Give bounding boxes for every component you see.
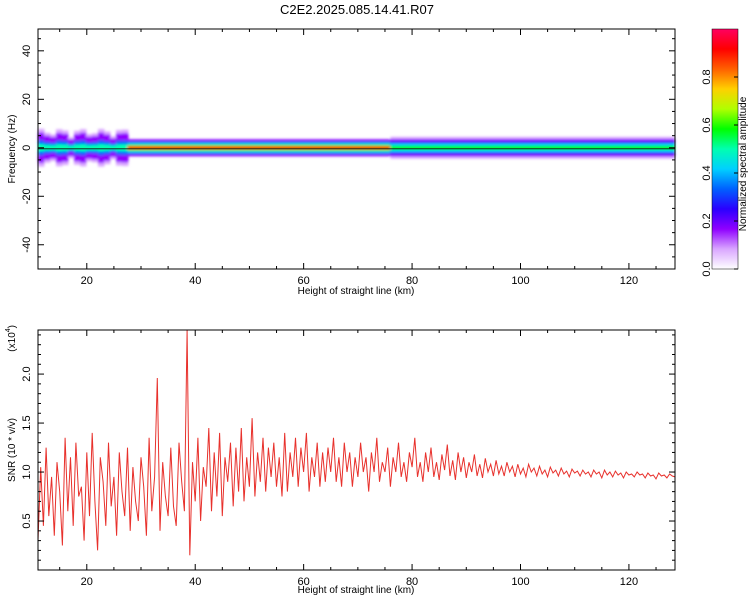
- colorbar-label: Normalized spectral amplitude: [738, 96, 749, 231]
- spectrogram-panel: 20 40 60 80 100 120 -40 -20 0 20 40 Height of str…: [7, 28, 676, 297]
- spectrogram-cell: [104, 144, 111, 152]
- spectrogram-cell: [92, 144, 99, 151]
- spectrogram-cell: [98, 144, 105, 152]
- colorbar: 0.0 0.2 0.4 0.6 0.8 Normalized spectral ampl…: [701, 28, 749, 277]
- spectrogram-frame: [37, 28, 676, 270]
- spectrogram-cell: [44, 144, 51, 151]
- spectrogram-cell: [86, 145, 93, 151]
- colorbar-tick-label: 0.2: [701, 213, 713, 228]
- y-tick-label: 1.0: [21, 464, 33, 479]
- spectrogram-cell: [390, 145, 675, 150]
- snr-multiplier-exponent: 4: [5, 328, 12, 332]
- snr-panel: 20 40 60 80 100 120 0.5 1.0 1.5 2.0 Height of st…: [5, 325, 676, 596]
- snr-y-label: SNR (10 * v/v): [7, 418, 18, 482]
- colorbar-tick-label: 0.8: [701, 69, 713, 84]
- spectrogram-heatmap: [38, 128, 675, 167]
- spectrogram-band: [38, 128, 675, 167]
- spectrogram-cell: [56, 144, 63, 152]
- snr-y-ticks: 0.5 1.0 1.5 2.0: [21, 334, 675, 561]
- spectrogram-cell: [80, 144, 87, 152]
- figure-title: C2E2.2025.085.14.41.R07: [280, 2, 434, 17]
- x-tick-label: 60: [298, 576, 310, 588]
- y-tick-label: -40: [21, 237, 33, 253]
- spectrogram-cell: [74, 144, 81, 152]
- colorbar-tick-label: 0.0: [701, 261, 713, 276]
- x-tick-label: 60: [298, 275, 310, 287]
- x-tick-label: 100: [511, 275, 529, 287]
- y-tick-label: 1.5: [21, 415, 33, 430]
- x-tick-label: 80: [406, 275, 418, 287]
- x-tick-label: 20: [81, 576, 93, 588]
- spectrogram-y-ticks: -40 -20 0 20 40: [21, 38, 675, 270]
- spectrogram-x-ticks: 20 40 60 80 100 120: [59, 29, 657, 287]
- x-tick-label: 40: [189, 576, 201, 588]
- spectrogram-cell: [116, 144, 123, 152]
- colorbar-ticks: 0.0 0.2 0.4 0.6 0.8: [701, 69, 738, 277]
- x-tick-label: 120: [620, 275, 638, 287]
- colorbar-scale: [711, 28, 739, 270]
- y-tick-label: 2.0: [21, 366, 33, 381]
- snr-x-label: Height of straight line (km): [298, 585, 415, 596]
- y-tick-label: 0.5: [21, 513, 33, 528]
- spectrogram-cell: [68, 145, 75, 150]
- spectrogram-cell: [50, 145, 57, 151]
- colorbar-tick-label: 0.6: [701, 117, 713, 132]
- x-tick-label: 120: [620, 576, 638, 588]
- svg-text:(x104): (x104): [5, 325, 18, 352]
- colorbar-tick-label: 0.4: [701, 165, 713, 180]
- spectrogram-cell: [127, 146, 391, 150]
- spectrogram-cell: [62, 144, 69, 152]
- snr-series-line: [37, 329, 676, 556]
- x-tick-label: 100: [511, 576, 529, 588]
- y-tick-label: -20: [21, 188, 33, 204]
- snr-x-ticks: 20 40 60 80 100 120: [59, 330, 657, 588]
- spectrogram-x-label: Height of straight line (km): [298, 286, 415, 297]
- snr-multiplier-base: (x10: [7, 332, 18, 352]
- y-tick-label: 40: [21, 45, 33, 57]
- spectrogram-y-label: Frequency (Hz): [7, 115, 18, 184]
- snr-frame: [37, 329, 676, 571]
- y-tick-label: 20: [21, 93, 33, 105]
- spectrogram-cell: [122, 144, 129, 152]
- x-tick-label: 80: [406, 576, 418, 588]
- y-tick-label: 0: [21, 145, 33, 151]
- spectrogram-cell: [110, 145, 117, 151]
- snr-multiplier: (x104): [5, 325, 18, 352]
- x-tick-label: 40: [189, 275, 201, 287]
- x-tick-label: 20: [81, 275, 93, 287]
